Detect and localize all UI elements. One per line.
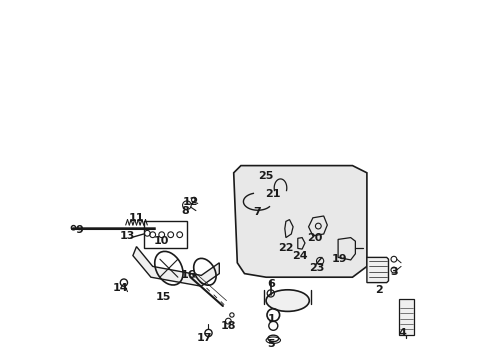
Polygon shape — [233, 166, 366, 277]
Text: 23: 23 — [308, 263, 324, 273]
Text: 15: 15 — [156, 292, 171, 302]
Text: 12: 12 — [183, 197, 198, 207]
Text: 7: 7 — [253, 207, 261, 217]
Text: 8: 8 — [181, 206, 188, 216]
Text: 19: 19 — [331, 254, 347, 264]
Text: 4: 4 — [398, 328, 406, 338]
Bar — [143, 221, 186, 248]
Text: 10: 10 — [154, 236, 169, 246]
Text: 11: 11 — [128, 213, 144, 223]
Text: 3: 3 — [389, 267, 397, 277]
Text: 16: 16 — [181, 270, 196, 280]
Text: 5: 5 — [267, 339, 275, 349]
Text: 22: 22 — [278, 243, 293, 253]
Polygon shape — [366, 257, 387, 283]
Text: 6: 6 — [267, 279, 275, 289]
Bar — [399, 299, 413, 335]
Text: 17: 17 — [197, 333, 212, 343]
Text: 1: 1 — [267, 314, 275, 324]
Text: 18: 18 — [220, 321, 236, 331]
Text: 13: 13 — [120, 231, 135, 241]
Text: 20: 20 — [306, 233, 322, 243]
Text: 2: 2 — [375, 285, 383, 295]
Text: 21: 21 — [265, 189, 281, 199]
Text: 14: 14 — [112, 283, 128, 293]
Ellipse shape — [265, 290, 309, 311]
Text: 9: 9 — [75, 225, 82, 235]
Polygon shape — [133, 247, 219, 286]
Text: 24: 24 — [292, 251, 307, 261]
Text: 25: 25 — [258, 171, 273, 181]
